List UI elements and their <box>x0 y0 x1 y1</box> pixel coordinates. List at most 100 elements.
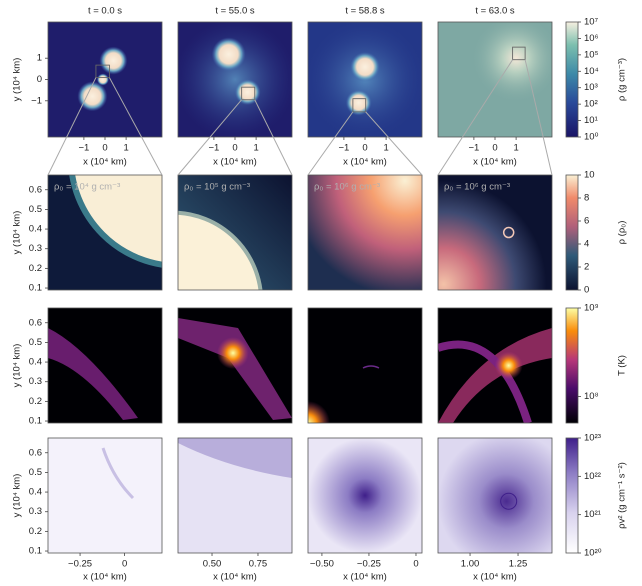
x-tick-label: 0 <box>492 143 497 154</box>
colorbar-tick-label: 10⁶ <box>584 33 599 44</box>
colorbar-tick-label: 10²⁰ <box>584 548 602 559</box>
image-shape <box>362 365 380 369</box>
image-shape <box>345 89 372 116</box>
y-axis-label: y (10⁴ km) <box>12 344 23 388</box>
x-axis-label: x (10⁴ km) <box>343 157 387 168</box>
image-shape <box>48 308 162 423</box>
panel-image <box>308 308 422 423</box>
y-tick-label: 0.4 <box>29 357 42 368</box>
image-shape <box>101 447 135 500</box>
x-tick-label: −1 <box>78 143 89 154</box>
image-shape <box>438 328 552 423</box>
panel-frame <box>307 307 423 424</box>
panel-frame <box>47 437 163 554</box>
y-tick-label: 0.4 <box>29 487 42 498</box>
zoom-connector <box>437 59 514 176</box>
zoom-connector <box>47 77 97 176</box>
colorbar-label: ρv² (g cm⁻¹ s⁻²) <box>617 462 628 529</box>
y-tick-label: 0.5 <box>29 337 42 348</box>
x-axis-label: x (10⁴ km) <box>83 572 127 583</box>
zoom-connector <box>108 77 163 176</box>
colorbar-tick-label: 10⁹ <box>584 303 599 314</box>
colorbar-tick-label: 10¹ <box>584 115 598 126</box>
y-tick-label: 0.5 <box>29 467 42 478</box>
panel-frame <box>437 307 553 424</box>
x-tick-label: 0.50 <box>203 559 222 570</box>
panel-title: t = 0.0 s <box>88 6 122 17</box>
y-tick-label: 0.1 <box>29 416 42 427</box>
panel-frame <box>177 437 293 554</box>
panel-frame <box>47 174 163 291</box>
panel-image <box>438 22 552 137</box>
panel-image <box>48 22 162 137</box>
y-axis-label: y (10⁴ km) <box>12 474 23 518</box>
colorbar <box>565 437 579 554</box>
panel-frame <box>307 174 423 291</box>
panel-frame <box>177 174 293 291</box>
image-shape <box>494 351 523 380</box>
x-axis-label: x (10⁴ km) <box>213 572 257 583</box>
zoom-connector <box>307 111 354 176</box>
image-shape <box>99 46 128 75</box>
annotation: ρ₀ = 10⁵ g cm⁻³ <box>184 182 250 193</box>
zoom-connector <box>365 111 423 176</box>
zoom-box <box>352 98 367 113</box>
zoom-connector <box>254 99 293 176</box>
y-tick-label: 0.6 <box>29 184 42 195</box>
annotation: ρ₀ = 10⁴ g cm⁻³ <box>54 182 120 193</box>
panel-title: t = 58.8 s <box>345 6 385 17</box>
panel-title: t = 63.0 s <box>475 6 515 17</box>
panel-frame <box>437 174 553 291</box>
image-shape <box>178 438 292 478</box>
colorbar-tick-label: 6 <box>584 216 589 227</box>
x-tick-label: 0.75 <box>249 559 268 570</box>
y-axis-label: y (10⁴ km) <box>12 58 23 102</box>
image-shape <box>77 81 108 112</box>
y-tick-label: 0.2 <box>29 396 42 407</box>
x-tick-label: −1 <box>468 143 479 154</box>
image-shape <box>308 175 422 290</box>
y-tick-label: 0.1 <box>29 283 42 294</box>
panel-image <box>48 175 162 290</box>
image-shape <box>234 79 261 106</box>
y-tick-label: 0 <box>37 74 42 85</box>
x-tick-label: 1.00 <box>461 559 480 570</box>
colorbar-tick-label: 8 <box>584 193 589 204</box>
colorbar-tick-label: 10²³ <box>584 433 601 444</box>
panel-image <box>438 438 552 553</box>
panel-frame <box>47 307 163 424</box>
y-tick-label: 0.6 <box>29 317 42 328</box>
image-shape <box>308 438 422 553</box>
colorbar <box>565 307 579 424</box>
image-shape <box>438 175 552 290</box>
y-tick-label: 0.6 <box>29 447 42 458</box>
colorbar-label: T (K) <box>617 355 628 376</box>
colorbar-tick-label: 10⁰ <box>584 132 599 143</box>
image-shape <box>500 492 518 510</box>
x-tick-label: 0 <box>232 143 237 154</box>
panel-frame <box>437 437 553 554</box>
x-tick-label: 1.25 <box>509 559 528 570</box>
x-tick-label: 1 <box>123 143 128 154</box>
y-tick-label: 0.1 <box>29 546 42 557</box>
panel-title: t = 55.0 s <box>215 6 255 17</box>
colorbar-label: ρ (ρ₀) <box>617 221 628 245</box>
colorbar-tick-label: 10 <box>584 170 595 181</box>
panel-image <box>308 438 422 553</box>
image-shape <box>471 22 552 104</box>
panel-image <box>48 438 162 553</box>
colorbar-tick-label: 10⁷ <box>584 17 599 28</box>
colorbar-label: ρ (g cm⁻³) <box>617 58 628 101</box>
y-tick-label: 0.5 <box>29 204 42 215</box>
image-shape <box>438 438 552 553</box>
panel-image <box>308 22 422 137</box>
y-tick-label: −1 <box>31 95 42 106</box>
y-tick-label: 0.3 <box>29 376 42 387</box>
image-shape <box>502 226 515 239</box>
colorbar-tick-label: 10⁵ <box>584 49 599 60</box>
x-axis-label: x (10⁴ km) <box>473 572 517 583</box>
y-tick-label: 1 <box>37 53 42 64</box>
y-tick-label: 0.3 <box>29 506 42 517</box>
zoom-box <box>95 64 110 79</box>
